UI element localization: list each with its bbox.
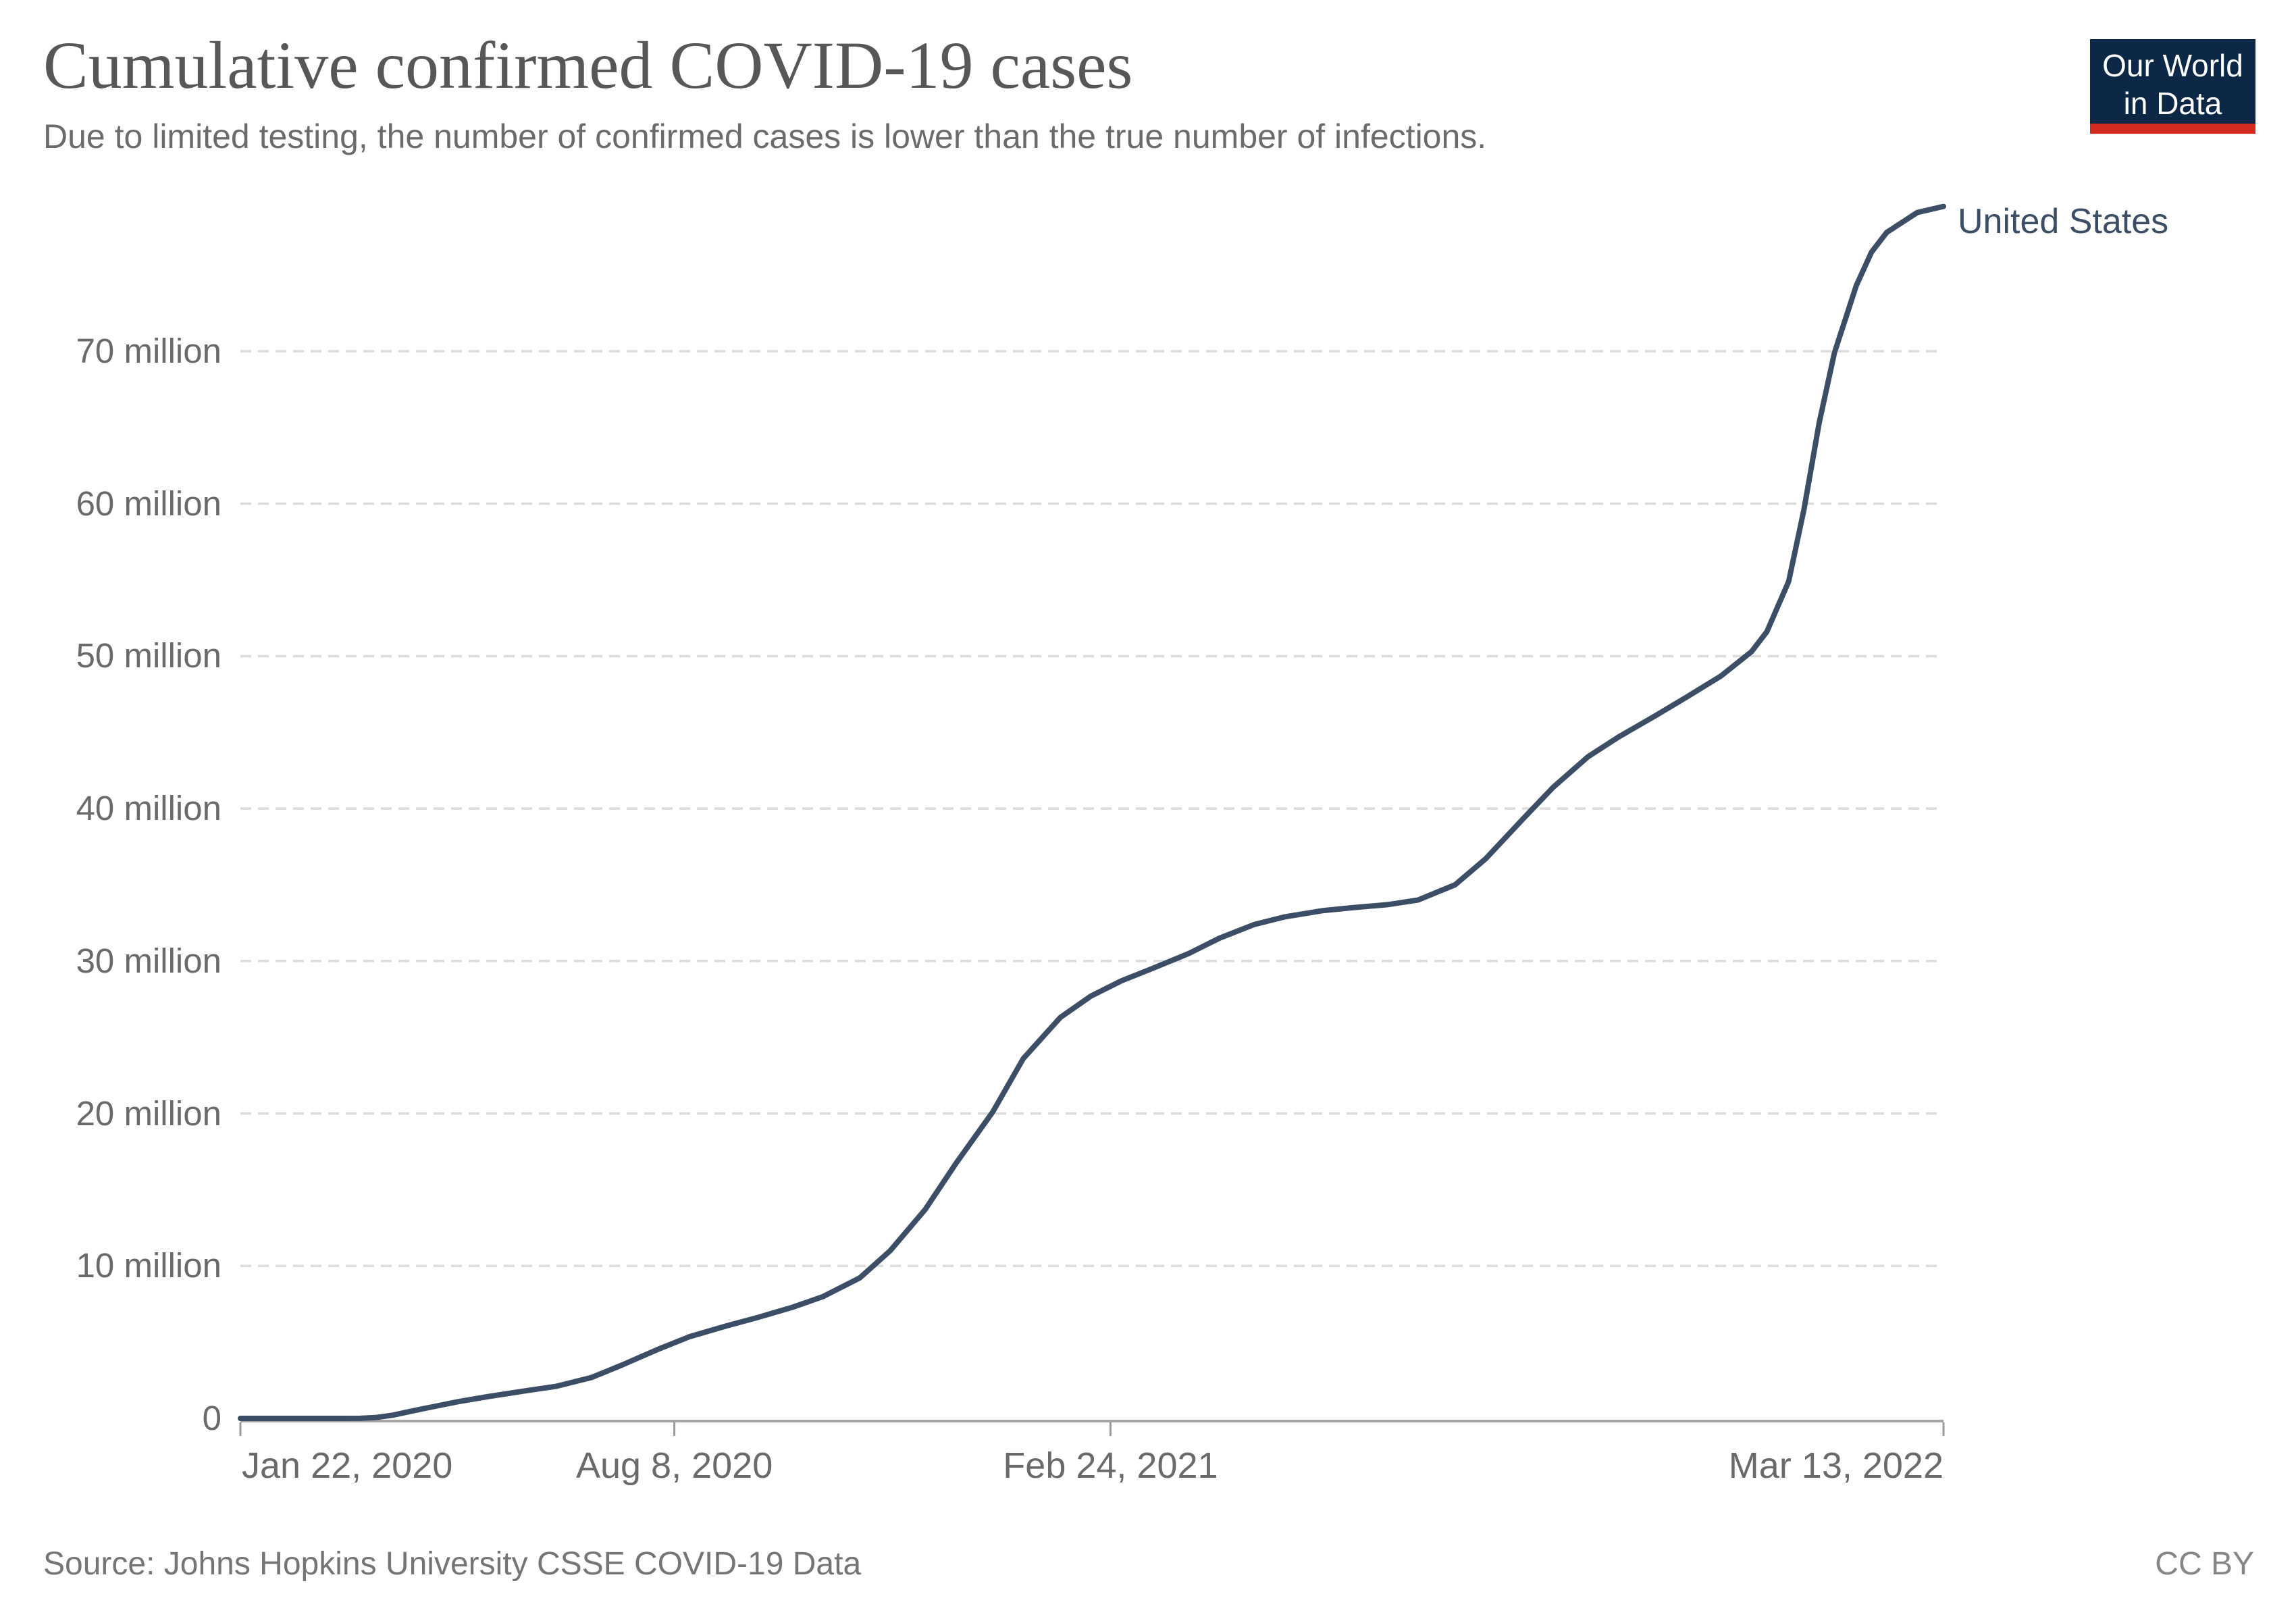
x-axis-label: Jan 22, 2020	[242, 1445, 453, 1486]
y-axis-label: 40 million	[76, 789, 221, 828]
license-note: CC BY	[2155, 1546, 2254, 1582]
owid-logo-line1: Our World	[2102, 48, 2243, 83]
y-axis-label: 60 million	[76, 484, 221, 523]
y-axis-label: 50 million	[76, 636, 221, 675]
y-axis-label: 10 million	[76, 1246, 221, 1285]
y-axis-label: 70 million	[76, 332, 221, 371]
y-axis-label: 0	[202, 1399, 221, 1437]
x-axis-label: Aug 8, 2020	[575, 1445, 773, 1486]
series-label-united-states: United States	[1958, 202, 2169, 241]
chart-title: Cumulative confirmed COVID-19 cases	[43, 28, 1133, 103]
owid-logo-stripe	[2090, 124, 2255, 134]
owid-logo: Our World in Data	[2090, 39, 2255, 134]
chart-subtitle: Due to limited testing, the number of co…	[43, 118, 1487, 155]
y-axis-label: 20 million	[76, 1093, 221, 1133]
source-note: Source: Johns Hopkins University CSSE CO…	[43, 1546, 862, 1582]
y-axis-label: 30 million	[76, 941, 221, 980]
data-line-united-states	[238, 203, 1946, 1421]
x-axis-label: Mar 13, 2022	[1728, 1445, 1943, 1486]
owid-logo-line2: in Data	[2123, 86, 2222, 121]
x-axis-label: Feb 24, 2021	[1003, 1445, 1218, 1486]
